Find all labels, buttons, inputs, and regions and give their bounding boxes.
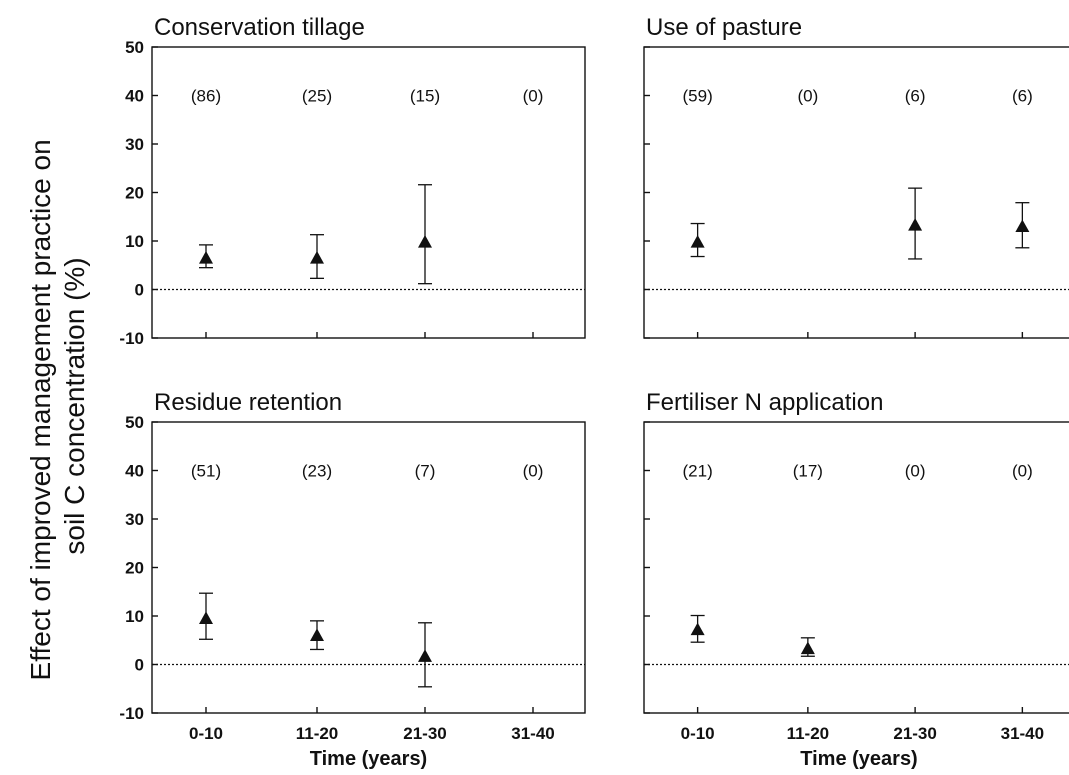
sample-count-label: (21) [683, 462, 713, 481]
chart-panel-2: Use of pasture (59) (0) (6) (6) [643, 14, 1069, 339]
y-tick-label: 30 [125, 135, 144, 154]
sample-count-label: (0) [523, 87, 544, 106]
y-tick-label: -10 [119, 704, 144, 723]
y-tick-label: 30 [125, 510, 144, 529]
data-point-marker [800, 641, 815, 655]
sample-count-label: (0) [905, 462, 926, 481]
chart-panel-1: Conservation tillage 50 40 30 20 10 0 -10 (86) (2… [119, 14, 586, 348]
sample-count-label: (0) [1012, 462, 1033, 481]
panel-title: Fertiliser N application [646, 389, 883, 416]
x-tick-label: 21-30 [893, 724, 936, 743]
y-tick-label: 10 [125, 607, 144, 626]
chart-panel-4: Fertiliser N application 0-10 11-20 21-30 31… [643, 389, 1069, 770]
y-tick-label: 20 [125, 184, 144, 203]
x-tick-label: 0-10 [189, 724, 223, 743]
panel-title: Use of pasture [646, 14, 802, 41]
sample-count-label: (0) [797, 87, 818, 106]
y-tick-label: 10 [125, 232, 144, 251]
x-tick-label: 31-40 [1001, 724, 1044, 743]
data-point-marker [199, 250, 213, 264]
data-point-marker [418, 649, 432, 662]
x-tick-label: 21-30 [403, 724, 446, 743]
sample-count-label: (23) [302, 462, 332, 481]
sample-count-label: (15) [410, 87, 440, 106]
y-tick-label: 0 [135, 281, 144, 300]
y-tick-label: 0 [135, 656, 144, 675]
sample-count-label: (86) [191, 87, 221, 106]
sample-count-label: (51) [191, 462, 221, 481]
x-axis-title: Time (years) [800, 748, 917, 770]
y-tick-label: 50 [125, 413, 144, 432]
data-point-marker [1015, 219, 1030, 233]
data-point-marker [310, 250, 324, 264]
x-axis-title: Time (years) [310, 748, 427, 770]
data-point-marker [310, 628, 324, 641]
sample-count-label: (17) [793, 462, 823, 481]
data-point-marker [690, 622, 705, 636]
y-tick-label: 40 [125, 87, 144, 106]
y-tick-label: 20 [125, 559, 144, 578]
y-tick-label: 40 [125, 462, 144, 481]
x-tick-label: 0-10 [681, 724, 715, 743]
y-axis-label: Effect of improved management practice o… [25, 132, 90, 681]
panel-title: Residue retention [154, 389, 342, 416]
data-point-marker [690, 234, 705, 248]
x-tick-label: 11-20 [787, 724, 830, 743]
sample-count-label: (6) [1012, 87, 1033, 106]
y-axis-label-line-1: Effect of improved management practice o… [25, 139, 56, 680]
x-tick-label: 31-40 [511, 724, 554, 743]
panel-title: Conservation tillage [154, 14, 365, 41]
sample-count-label: (59) [683, 87, 713, 106]
data-point-marker [908, 217, 923, 231]
data-point-marker [199, 611, 213, 625]
y-tick-label: -10 [119, 329, 144, 348]
x-tick-label: 11-20 [296, 724, 339, 743]
y-tick-label: 50 [125, 38, 144, 57]
sample-count-label: (0) [523, 462, 544, 481]
y-axis-label-line-2: soil C concentration (%) [59, 257, 90, 554]
data-point-marker [418, 234, 432, 248]
sample-count-label: (25) [302, 87, 332, 106]
sample-count-label: (7) [415, 462, 436, 481]
sample-count-label: (6) [905, 87, 926, 106]
